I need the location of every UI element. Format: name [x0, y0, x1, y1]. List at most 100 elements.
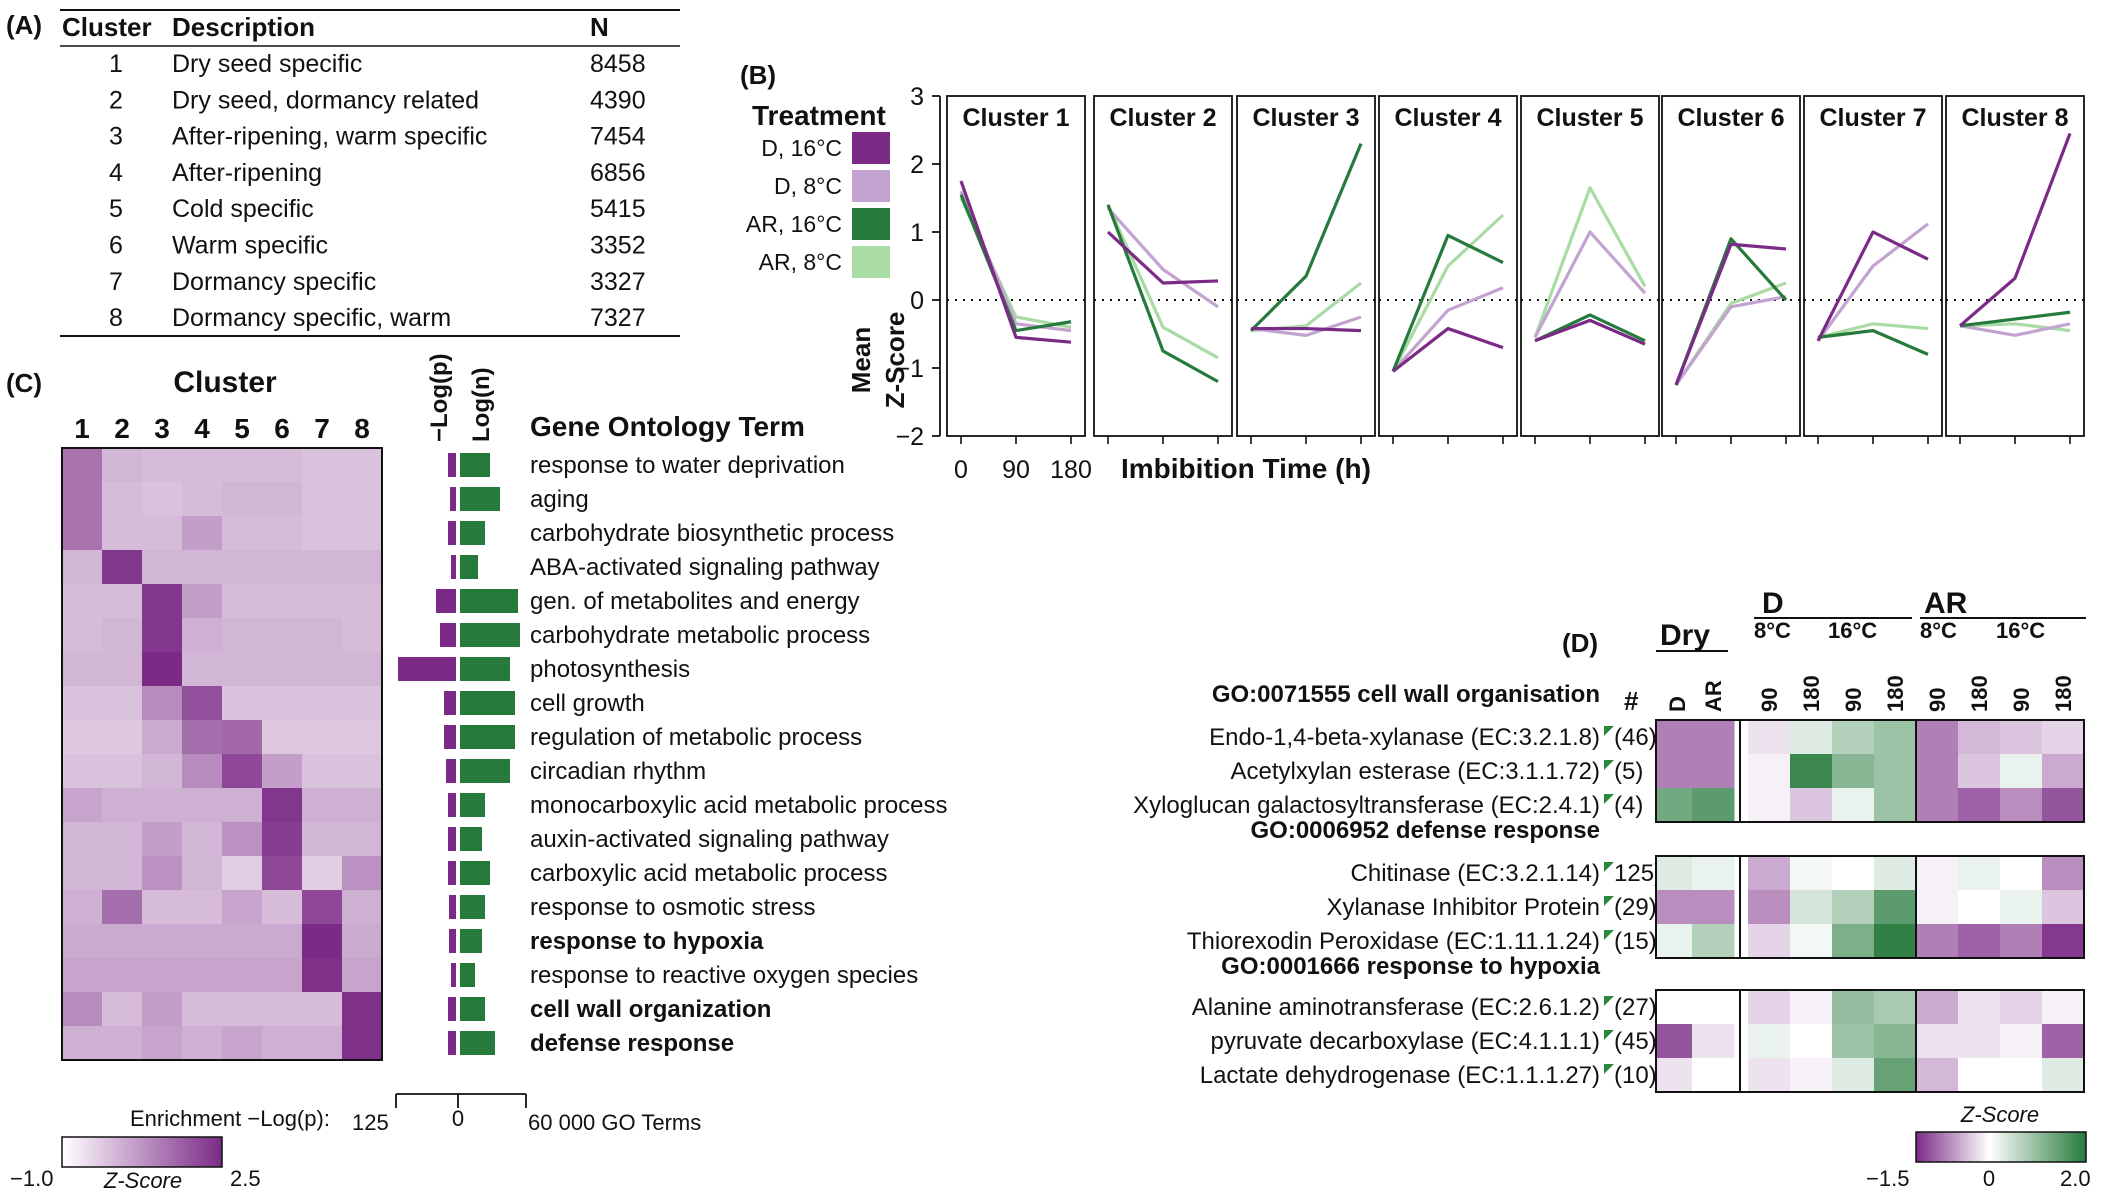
heatmap-cell: [262, 1026, 303, 1061]
logp-bar: [448, 827, 456, 851]
header-ar: AR: [1924, 587, 1968, 620]
heatmap-cell: [142, 550, 183, 585]
y-tick-label: −2: [895, 423, 924, 451]
legend-swatch: [852, 132, 890, 164]
heatmap-cell: [342, 822, 383, 857]
heatmap-cell: [1874, 990, 1917, 1025]
heatmap-cell: [302, 720, 343, 755]
heatmap-cell: [262, 686, 303, 721]
logp-bar: [440, 623, 456, 647]
heatmap-cell: [182, 482, 223, 517]
heatmap-cell: [222, 1026, 263, 1061]
heatmap-cell: [222, 516, 263, 551]
heatmap-cell: [302, 618, 343, 653]
heatmap-cell: [2000, 754, 2043, 789]
y-axis: 3 2 1 0 −1 −2: [895, 83, 941, 451]
logp-bar: [448, 997, 456, 1021]
go-group: GO:0071555 cell wall organisation Endo-1,…: [1133, 681, 2085, 823]
series-line-d8: [1674, 295, 1787, 386]
heatmap-cell: [1916, 1024, 1959, 1059]
series-line-d16: [1674, 242, 1787, 386]
heatmap-cell: [222, 958, 263, 993]
heatmap-cell: [262, 958, 303, 993]
x-axis-label: Imbibition Time (h): [1121, 453, 1371, 484]
table-cell-n: 3352: [590, 232, 646, 260]
enrichment-axis-right: 60 000 GO Terms: [528, 1110, 701, 1135]
heatmap-cell: [222, 482, 263, 517]
heatmap-cell: [102, 448, 143, 483]
table-cell-description: After-ripening: [172, 159, 322, 187]
heatmap-cell: [222, 448, 263, 483]
heatmap-cell: [262, 856, 303, 891]
legend-swatch: [852, 208, 890, 240]
heatmap-cell: [342, 652, 383, 687]
series-line-d8: [1250, 315, 1362, 337]
flag-icon: [1604, 930, 1614, 940]
heatmap-cell: [1748, 1024, 1791, 1059]
heatmap-cell: [222, 822, 263, 857]
gene-label: Xylanase Inhibitor Protein: [1327, 894, 1601, 921]
heatmap-cell: [142, 584, 183, 619]
heatmap-cell: [142, 992, 183, 1027]
heatmap-cell: [1958, 856, 2001, 891]
legend: D, 16°C D, 8°C AR, 16°C AR, 8°C: [746, 132, 890, 278]
heatmap-cell: [302, 516, 343, 551]
condition-column-labels: D AR 90 180 90 180 90 180 90 180: [1665, 675, 2076, 712]
facet-title: Cluster 3: [1253, 104, 1360, 132]
heatmap-cell: [1748, 890, 1791, 925]
legend-label: AR, 8°C: [759, 249, 842, 275]
gene-count: 125): [1614, 860, 1662, 887]
series-line-ar8: [1106, 204, 1219, 360]
heatmap-cell: [1748, 788, 1791, 823]
d-scale-min: −1.5: [1866, 1166, 1909, 1191]
table-header-n: N: [590, 12, 609, 42]
heatmap-cell: [302, 822, 343, 857]
heatmap-cell: [1790, 924, 1833, 959]
heatmap-cell: [2042, 1024, 2085, 1059]
x-tick-label: 90: [1002, 456, 1030, 484]
facet-cluster-4: Cluster 4: [1378, 95, 1518, 444]
heatmap-cell: [262, 754, 303, 789]
flag-icon: [1604, 1030, 1614, 1040]
heatmap-cell: [142, 822, 183, 857]
facet-cluster-8: Cluster 8: [1945, 95, 2085, 444]
series-line-d16: [1392, 326, 1504, 373]
cluster-title: Cluster: [173, 366, 277, 399]
go-term-label: auxin-activated signaling pathway: [530, 826, 889, 853]
heatmap-cell: [1692, 890, 1735, 925]
heatmap-cell: [302, 924, 343, 959]
heatmap-cell: [1748, 924, 1791, 959]
heatmap-cell: [182, 584, 223, 619]
heatmap-cell: [102, 516, 143, 551]
facet-cluster-7: Cluster 7: [1803, 95, 1943, 444]
table-cell-cluster: 7: [109, 268, 123, 296]
facet-title: Cluster 1: [963, 104, 1070, 132]
panel-c-label: (C): [6, 368, 42, 398]
heatmap-cell: [1656, 924, 1699, 959]
heatmap-cell: [1656, 788, 1699, 823]
gene-count: (15): [1614, 928, 1657, 955]
condition-col-label: AR: [1701, 680, 1726, 712]
facet-title: Cluster 4: [1395, 104, 1502, 132]
heatmap-cell: [102, 856, 143, 891]
facet-cluster-1: Cluster 1 0 90 180: [946, 95, 1092, 484]
go-term-label: gen. of metabolites and energy: [530, 588, 860, 615]
go-term-label: response to water deprivation: [530, 452, 845, 479]
heatmap-cell: [302, 1026, 343, 1061]
heatmap-cell: [1790, 1024, 1833, 1059]
heatmap-cell: [222, 618, 263, 653]
y-tick-label: 2: [910, 151, 924, 179]
heatmap-cell: [342, 754, 383, 789]
heatmap-cell: [62, 788, 103, 823]
facet-frame: [1661, 95, 1801, 437]
cluster-col-label: 4: [194, 413, 210, 444]
heatmap-cell: [142, 754, 183, 789]
heatmap-cell: [142, 516, 183, 551]
go-term-label: photosynthesis: [530, 656, 690, 683]
heatmap-cell: [182, 822, 223, 857]
heatmap-cell: [1832, 720, 1875, 755]
heatmap-cell: [262, 448, 303, 483]
heatmap-cell: [1748, 1058, 1791, 1093]
heatmap-cell: [1874, 788, 1917, 823]
